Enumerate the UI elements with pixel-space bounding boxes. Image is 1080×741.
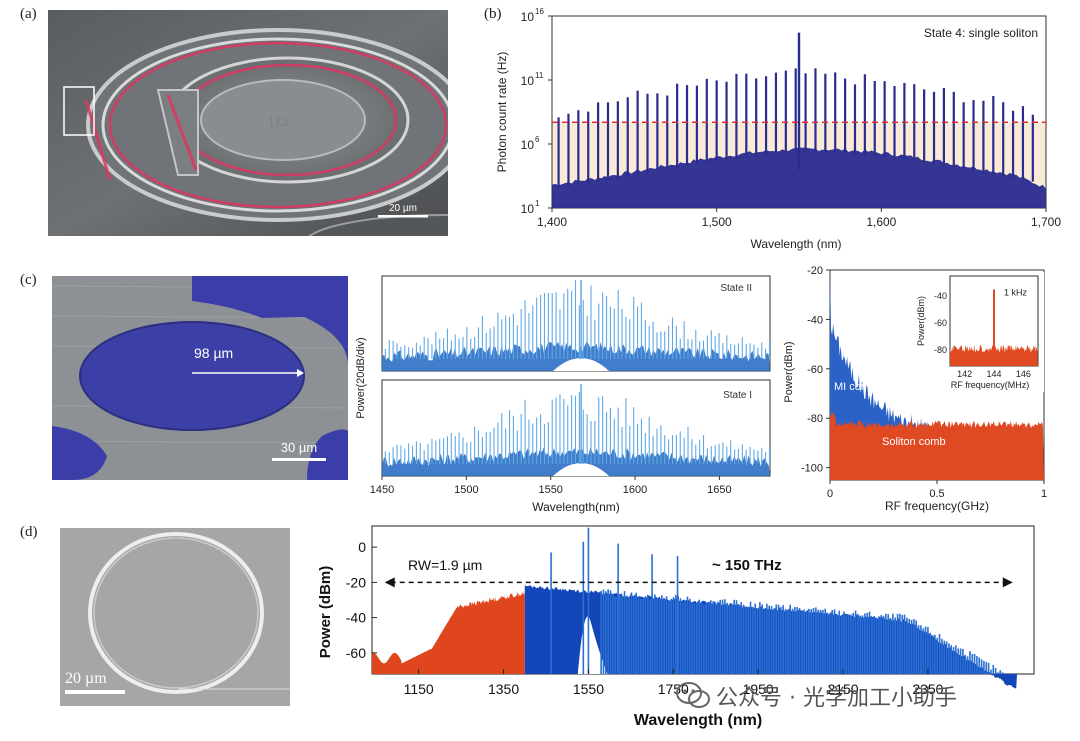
scalebar-label-d: 20 µm — [65, 670, 107, 687]
y-tick-label: -20 — [807, 265, 823, 277]
span-arrow-right — [1002, 577, 1013, 588]
chart-d-rw-annotation: RW=1.9 µm — [408, 557, 482, 573]
chart-c2-mi-label: MI comb — [834, 381, 876, 393]
chart-c2-soliton-label: Soliton comb — [882, 436, 946, 448]
y-tick-exponent: 6 — [535, 135, 540, 144]
x-tick-label: 1,600 — [866, 215, 896, 229]
x-tick-label: 0 — [827, 488, 833, 500]
inset-annotation: 1 kHz — [1004, 287, 1028, 297]
y-tick-label: -60 — [807, 364, 823, 376]
x-tick-label: 0.5 — [929, 488, 944, 500]
watermark-text: 公众号 · 光学加工小助手 — [716, 686, 957, 711]
chart-b-noise-floor — [552, 147, 1046, 208]
panel-c-rf-chart: Power(dBm) RF frequency(GHz) 0 0.5 1 -20 -40… — [783, 265, 1047, 513]
y-tick-label: -60 — [346, 645, 366, 661]
panel-d-image: 20 µm — [60, 528, 290, 706]
chart-b-xlabel: Wavelength (nm) — [751, 237, 842, 251]
y-tick-label: -20 — [346, 574, 366, 590]
x-tick-label: 1950 — [743, 681, 774, 697]
y-tick-label: -40 — [346, 610, 366, 626]
chart-d-red-area — [372, 591, 525, 674]
chart-c1-state1-label: State I — [723, 390, 752, 401]
panel-c-image: 98 µm 30 µm — [52, 276, 348, 480]
x-tick-label: 1150 — [404, 681, 434, 697]
inset-y-tick-label: -60 — [934, 318, 947, 328]
inset-y-tick-label: -40 — [934, 291, 947, 301]
wechat-icon — [676, 682, 710, 710]
x-tick-label: 1450 — [370, 484, 394, 496]
y-tick-label: 10 — [521, 138, 535, 152]
y-tick-label: -40 — [807, 314, 823, 326]
chart-c1-xlabel: Wavelength(nm) — [532, 500, 620, 514]
panel-d-chart: Power (dBm) Wavelength (nm) 1150 1350 1550… — [317, 525, 1035, 729]
x-tick-label: 2150 — [827, 681, 858, 697]
panel-label-b: (b) — [484, 6, 502, 22]
x-tick-label: 2350 — [912, 681, 943, 697]
inset-ylabel: Power(dBm) — [916, 296, 926, 346]
chart-d-ylabel: Power (dBm) — [317, 566, 334, 659]
y-tick-exponent: 11 — [535, 71, 544, 80]
x-tick-label: 1,400 — [537, 215, 567, 229]
die-marking: 173 — [268, 115, 288, 129]
x-tick-label: 1,700 — [1031, 215, 1061, 229]
y-tick-exponent: 1 — [535, 199, 540, 208]
panel-label-d: (d) — [20, 524, 38, 540]
y-tick-label: 10 — [521, 202, 535, 216]
panel-label-a: (a) — [20, 6, 37, 22]
x-tick-label: 1500 — [454, 484, 478, 496]
y-tick-label: 10 — [521, 74, 535, 88]
panel-c-spectra-chart: Power(20dB/div) Wavelength(nm) 1450 1500 1… — [355, 275, 771, 514]
y-tick-exponent: 16 — [535, 7, 544, 16]
chart-b-ylabel: Photon count rate (Hz) — [495, 52, 509, 173]
x-tick-label: 1650 — [707, 484, 731, 496]
y-tick-label: -100 — [801, 463, 823, 475]
y-tick-label: 0 — [358, 539, 366, 555]
chart-c2-ylabel: Power(dBm) — [783, 341, 795, 402]
chart-d-xlabel: Wavelength (nm) — [634, 712, 762, 729]
measure-label-c: 98 µm — [194, 345, 233, 361]
chart-c2-xlabel: RF frequency(GHz) — [885, 499, 989, 513]
x-tick-label: 1600 — [623, 484, 647, 496]
chart-c1-ylabel: Power(20dB/div) — [355, 337, 367, 418]
panel-a-sem-image: 173 20 µm — [48, 10, 448, 236]
x-tick-label: 1 — [1041, 488, 1047, 500]
span-arrow-left — [384, 577, 395, 588]
panel-label-c: (c) — [20, 272, 37, 288]
chart-c1-hump — [553, 358, 610, 371]
chart-b-title: State 4: single soliton — [924, 26, 1038, 40]
panel-b-chart: Photon count rate (Hz) Wavelength (nm) 1… — [495, 7, 1061, 251]
chart-d-hump — [577, 616, 608, 674]
inset-x-tick-label: 144 — [986, 369, 1001, 379]
y-tick-label: 10 — [521, 10, 535, 24]
x-tick-label: 1350 — [488, 681, 519, 697]
watermark: 公众号 · 光学加工小助手 — [676, 679, 957, 713]
inset-xlabel: RF frequency(MHz) — [951, 380, 1030, 390]
chart-c1-hump — [553, 463, 610, 476]
scalebar-label-c: 30 µm — [281, 440, 317, 455]
inset-x-tick-label: 146 — [1016, 369, 1031, 379]
chart-c2-soliton-area — [830, 412, 1044, 480]
scalebar-label-a: 20 µm — [389, 203, 417, 214]
x-tick-label: 1,500 — [702, 215, 732, 229]
inset-y-tick-label: -80 — [934, 345, 947, 355]
x-tick-label: 1550 — [573, 681, 604, 697]
chart-d-span-annotation: ~ 150 THz — [712, 557, 782, 574]
x-tick-label: 1550 — [538, 484, 562, 496]
y-tick-label: -80 — [807, 413, 823, 425]
inset-x-tick-label: 142 — [957, 369, 972, 379]
chart-c1-state2-label: State II — [720, 283, 752, 294]
